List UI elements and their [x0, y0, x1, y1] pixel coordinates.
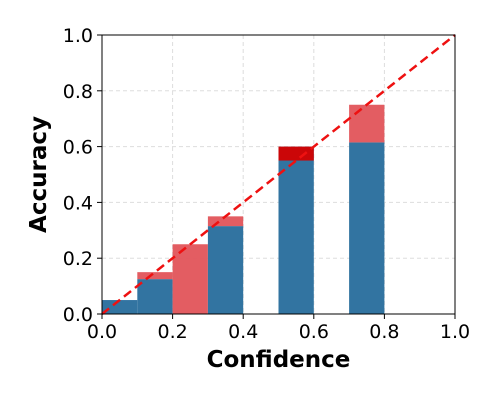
y-tick-label: 0.8 [63, 81, 93, 103]
x-tick-label: 0.4 [228, 321, 258, 343]
x-tick-label: 0.6 [299, 321, 329, 343]
accuracy-bar [278, 146, 314, 314]
accuracy-bar [137, 279, 173, 314]
y-axis-label: Accuracy [26, 116, 52, 233]
plot-frame [101, 34, 456, 315]
x-axis-label: Confidence [207, 347, 351, 373]
x-tick-label: 0.2 [157, 321, 187, 343]
y-tick-label: 1.0 [63, 25, 93, 47]
accuracy-bar [349, 142, 385, 314]
perfect-calibration-line [101, 34, 456, 315]
x-axis-ticks: 0.0 0.2 0.4 0.6 0.8 1.0 [87, 314, 470, 343]
gap-bar [207, 216, 244, 227]
gap-bar [137, 272, 173, 280]
y-tick-label: 0.2 [63, 248, 93, 270]
x-tick-label: 0.8 [369, 321, 399, 343]
y-axis-ticks: 0.0 0.2 0.4 0.6 0.8 1.0 [63, 25, 102, 326]
y-tick-label: 0.4 [63, 192, 93, 214]
y-tick-label: 0.0 [63, 304, 93, 326]
x-tick-label: 1.0 [440, 321, 470, 343]
x-tick-label: 0.0 [87, 321, 117, 343]
gap-bar [349, 104, 385, 143]
gap-bar [172, 244, 208, 314]
y-tick-label: 0.6 [63, 137, 93, 159]
gap-bar [278, 146, 314, 161]
accuracy-bar [102, 300, 138, 314]
bars [102, 104, 385, 314]
accuracy-bar [207, 226, 244, 314]
